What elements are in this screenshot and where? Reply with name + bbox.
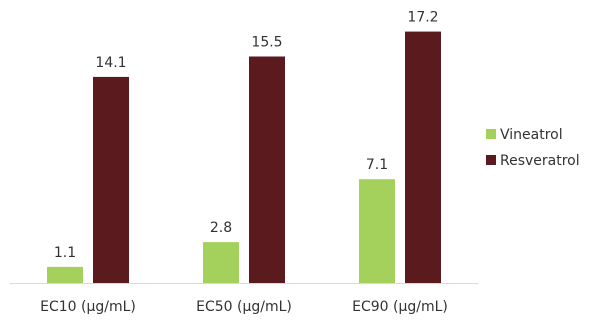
legend-swatch-resveratrol <box>486 155 496 165</box>
x-tick-labels: EC10 (µg/mL) EC50 (µg/mL) EC90 (µg/mL) <box>40 299 448 315</box>
data-label-vineatrol-ec50-g-ml: 2.8 <box>210 220 232 236</box>
data-label-vineatrol-ec10-g-ml: 1.1 <box>54 245 76 261</box>
legend-label-vineatrol: Vineatrol <box>500 127 563 143</box>
legend-label-resveratrol: Resveratrol <box>500 153 580 169</box>
bar-vineatrol-ec90-g-ml <box>359 179 395 283</box>
data-label-resveratrol-ec50-g-ml: 15.5 <box>251 35 282 51</box>
legend-item-resveratrol: Resveratrol <box>486 153 580 169</box>
bar-resveratrol-ec50-g-ml <box>249 56 285 283</box>
bars-layer <box>47 31 441 284</box>
x-tick-label-ec90-g-ml: EC90 (µg/mL) <box>352 299 448 315</box>
legend: Vineatrol Resveratrol <box>486 127 580 169</box>
legend-swatch-vineatrol <box>486 129 496 139</box>
x-tick-label-ec10-g-ml: EC10 (µg/mL) <box>40 299 136 315</box>
data-labels-layer: 1.1 14.1 2.8 15.5 7.1 17.2 <box>54 10 439 261</box>
bar-vineatrol-ec50-g-ml <box>203 242 239 283</box>
data-label-vineatrol-ec90-g-ml: 7.1 <box>366 157 388 173</box>
bar-resveratrol-ec90-g-ml <box>405 31 441 283</box>
data-label-resveratrol-ec90-g-ml: 17.2 <box>407 10 438 26</box>
bar-vineatrol-ec10-g-ml <box>47 266 83 283</box>
x-tick-label-ec50-g-ml: EC50 (µg/mL) <box>196 299 292 315</box>
data-label-resveratrol-ec10-g-ml: 14.1 <box>95 55 126 71</box>
legend-item-vineatrol: Vineatrol <box>486 127 563 143</box>
bar-resveratrol-ec10-g-ml <box>93 76 129 284</box>
